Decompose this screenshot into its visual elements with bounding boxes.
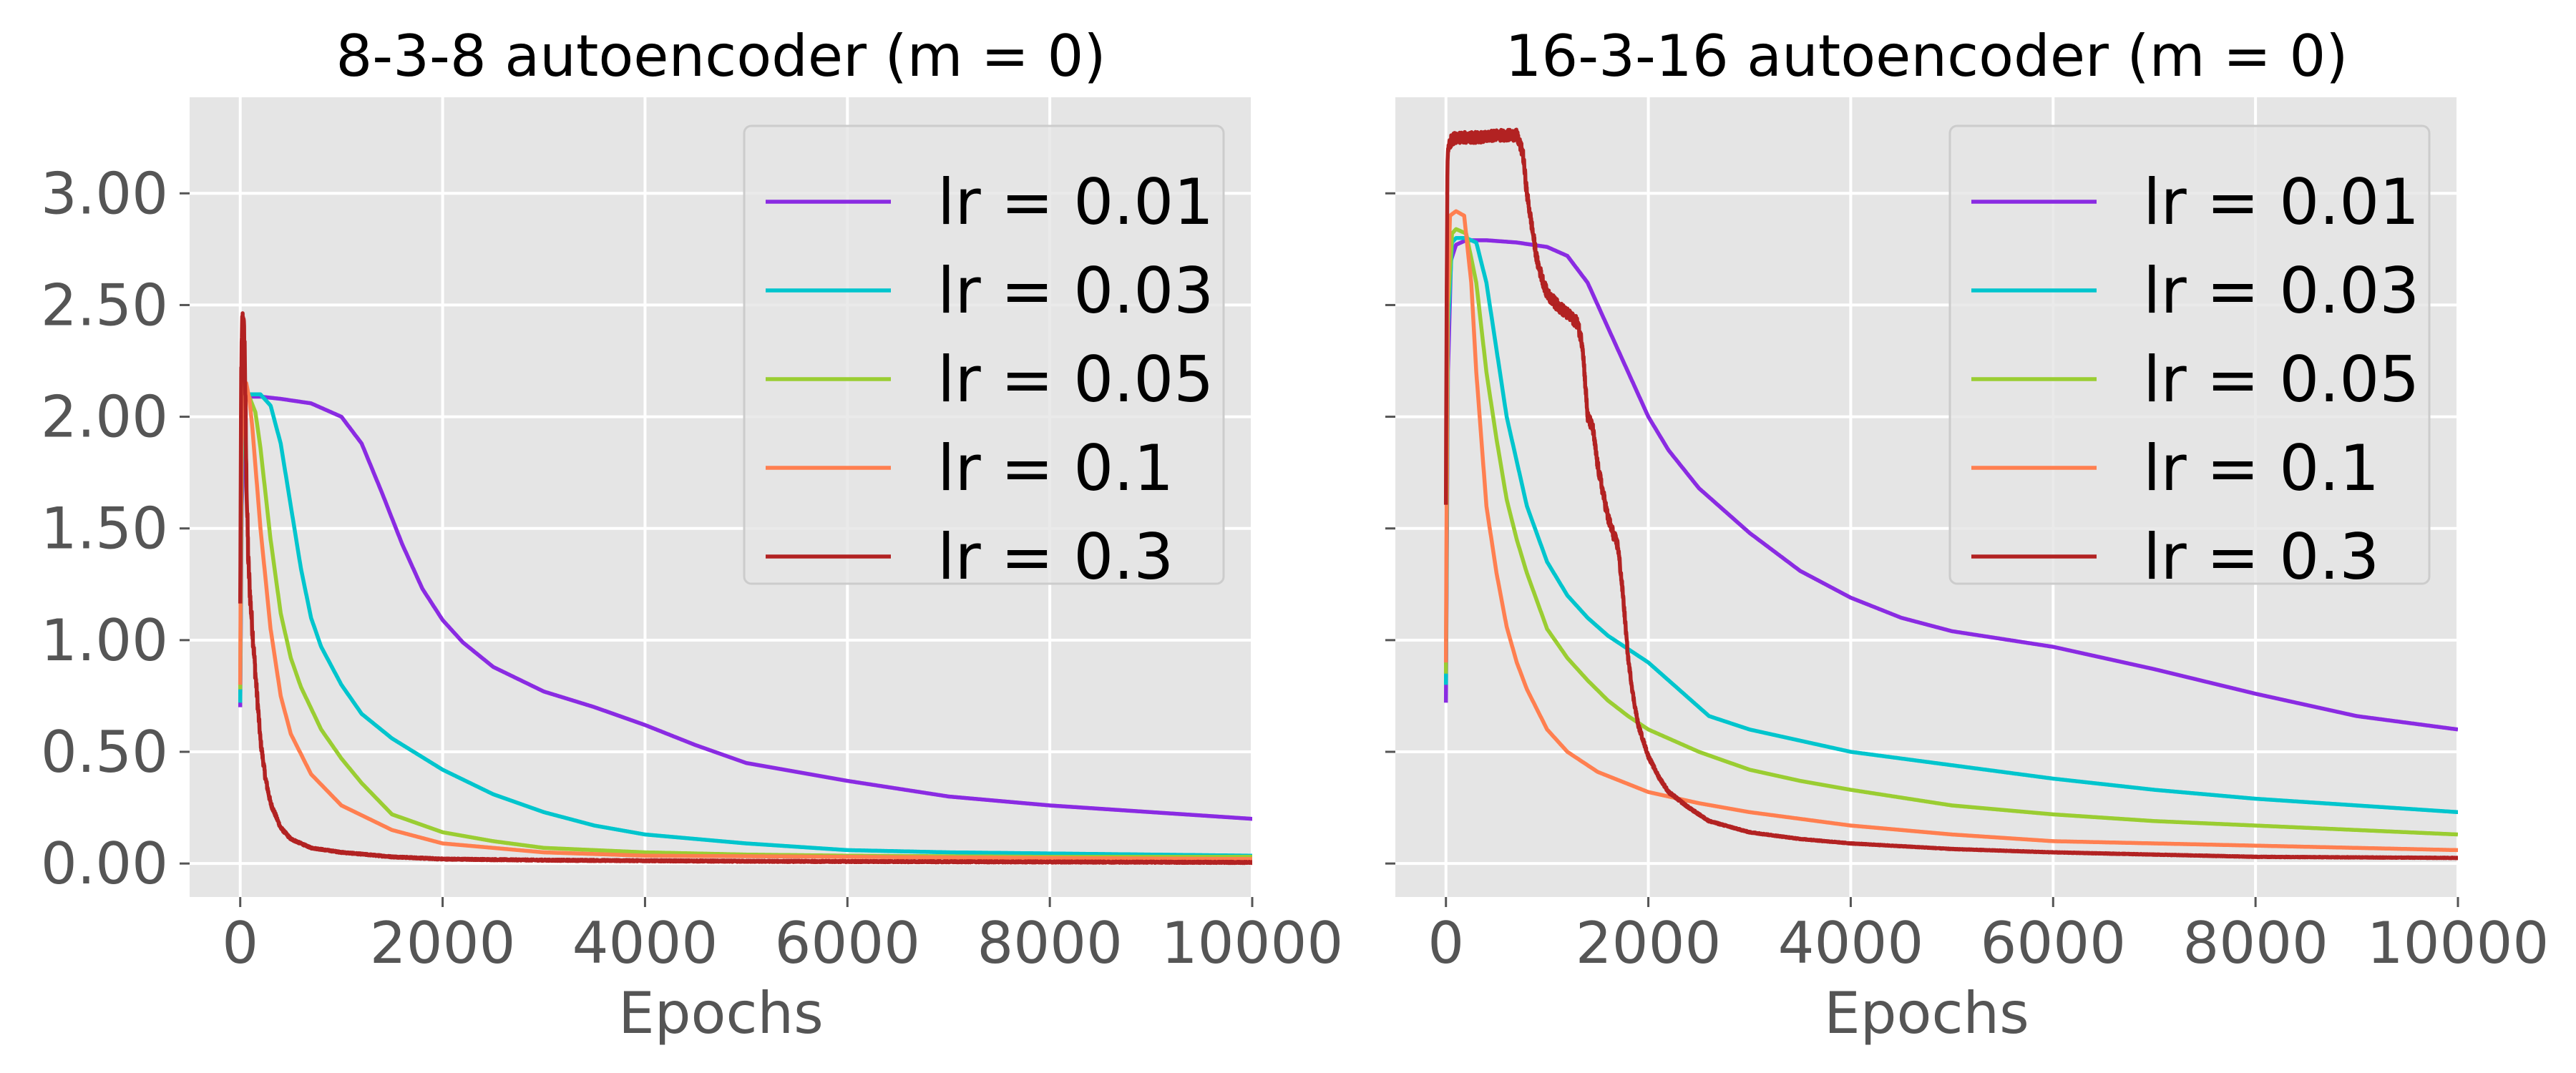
legend: lr = 0.01 lr = 0.03 lr = 0.05 lr = 0.1 lr = … xyxy=(1948,124,2431,594)
y-tick-label: 1.50 xyxy=(41,496,168,562)
chart-panel-1: 0 2000 4000 6000 8000 10000 0.00 0.50 1.00 1.50 2.… xyxy=(41,23,1343,1047)
series-line-1 xyxy=(238,394,1252,821)
y-tick-label: 3.00 xyxy=(41,160,168,227)
chart-title: 8-3-8 autoencoder (m = 0) xyxy=(336,23,1106,89)
x-tick-label: 4000 xyxy=(572,910,718,976)
series-line-5 xyxy=(1443,127,2458,861)
x-tick-label: 10000 xyxy=(2367,910,2550,976)
legend-label: lr = 0.03 xyxy=(937,254,1214,328)
y-tick-label: 1.00 xyxy=(41,607,168,674)
legend-label: lr = 0.05 xyxy=(2143,343,2419,416)
chart-panel-2: 0 2000 4000 6000 8000 10000 16-3-16 autoencode… xyxy=(1385,23,2549,1047)
series-line-2 xyxy=(238,392,1252,858)
x-axis-label: Epochs xyxy=(1824,980,2029,1047)
legend-label: lr = 0.1 xyxy=(937,431,1174,505)
series-line-4 xyxy=(238,381,1252,861)
x-tick-label: 0 xyxy=(1428,910,1464,976)
series-group xyxy=(238,311,1252,866)
legend-label: lr = 0.01 xyxy=(937,165,1214,239)
x-tick-label: 6000 xyxy=(1980,910,2126,976)
legend-label: lr = 0.03 xyxy=(2143,254,2419,328)
series-line-2 xyxy=(1443,235,2458,815)
legend-label: lr = 0.05 xyxy=(937,343,1214,416)
y-tick-label: 2.50 xyxy=(41,272,168,338)
legend: lr = 0.01 lr = 0.03 lr = 0.05 lr = 0.1 lr = … xyxy=(743,124,1225,594)
legend-label: lr = 0.3 xyxy=(937,520,1174,594)
y-tick-label: 0.50 xyxy=(41,719,168,785)
x-tick-label: 4000 xyxy=(1778,910,1924,976)
y-tick-label: 2.00 xyxy=(41,384,168,451)
series-line-1 xyxy=(1443,238,2458,732)
series-group xyxy=(1443,127,2458,861)
x-tick-label: 0 xyxy=(222,910,258,976)
x-tick-label: 2000 xyxy=(370,910,516,976)
legend-label: lr = 0.01 xyxy=(2143,165,2419,239)
series-line-3 xyxy=(1443,227,2458,837)
chart-title: 16-3-16 autoencoder (m = 0) xyxy=(1505,23,2348,89)
series-line-4 xyxy=(1443,209,2458,853)
x-tick-label: 2000 xyxy=(1576,910,1722,976)
y-tick-label: 0.00 xyxy=(41,831,168,897)
legend-label: lr = 0.1 xyxy=(2143,431,2379,505)
x-tick-label: 10000 xyxy=(1161,910,1344,976)
x-tick-label: 8000 xyxy=(977,910,1123,976)
series-line-5 xyxy=(238,311,1252,866)
x-tick-label: 8000 xyxy=(2182,910,2328,976)
x-tick-label: 6000 xyxy=(774,910,920,976)
x-axis-label: Epochs xyxy=(618,980,824,1047)
legend-label: lr = 0.3 xyxy=(2143,520,2379,594)
